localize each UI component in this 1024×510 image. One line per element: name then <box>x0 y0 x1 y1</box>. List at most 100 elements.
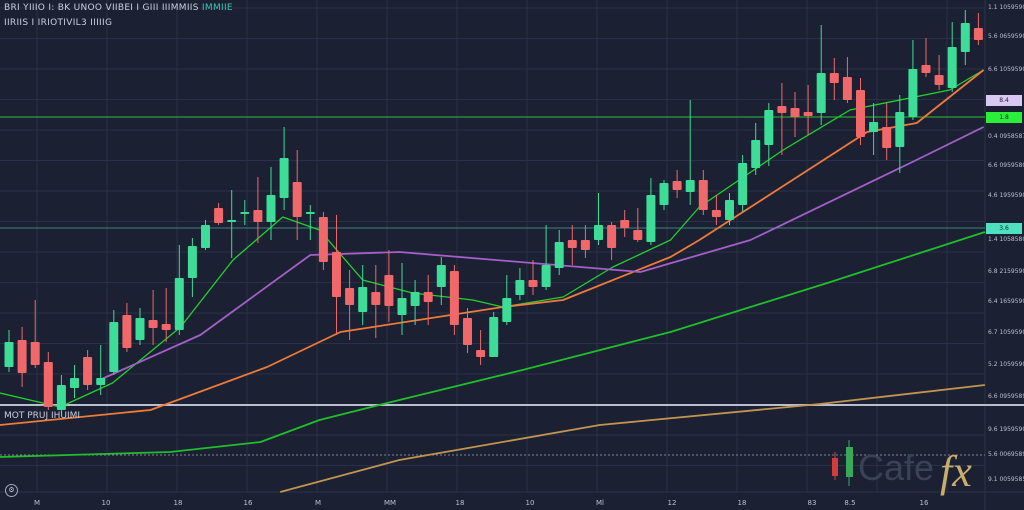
candle-down <box>292 182 302 217</box>
x-tick-label: 8.5 <box>844 499 856 507</box>
candle-up <box>869 122 879 132</box>
candle-down <box>633 230 643 240</box>
candle-down <box>842 77 852 100</box>
price-tag: 1.8 0959590 <box>986 112 1022 123</box>
candle-down <box>921 65 931 73</box>
candle-up <box>960 23 970 52</box>
y-tick-label: 6.7 1059590 <box>988 329 1024 336</box>
candle-up <box>410 292 420 306</box>
candle-up <box>751 140 761 168</box>
logo-text: Cafe <box>858 447 934 488</box>
candle-down <box>384 275 394 306</box>
candle-down <box>973 28 983 40</box>
candle-up <box>227 220 237 222</box>
candle-up <box>70 378 79 388</box>
candle-down <box>423 292 433 302</box>
candle-down <box>17 340 27 373</box>
y-tick-label: 6.4 1659590 <box>988 298 1024 305</box>
candle-up <box>305 212 315 214</box>
candle-down <box>580 240 590 250</box>
candle-up <box>594 225 603 240</box>
y-tick-label: 6.8 2159590 <box>988 268 1024 275</box>
candle-down <box>332 252 341 297</box>
x-tick-label: M <box>314 499 322 507</box>
x-tick-label: 16 <box>919 499 929 507</box>
price-tag: 3.6 0959590 <box>986 223 1022 234</box>
lower-pane-label: MOT PRUJ IHUIMI <box>4 411 81 421</box>
candle-up <box>187 246 197 278</box>
candle-up <box>96 378 106 385</box>
candle-down <box>83 357 93 385</box>
candle-up <box>358 287 368 312</box>
moving-average-line-5 <box>279 384 986 493</box>
candle-up <box>266 195 276 222</box>
candle-up <box>725 200 734 220</box>
chart-title: BRI YIIIO I: BK UNOO VIIBEI I GIII IIIMM… <box>4 3 233 13</box>
candle-up <box>109 322 119 372</box>
candle-up <box>502 298 512 322</box>
candle-down <box>214 208 224 223</box>
candle-down <box>528 280 538 287</box>
candle-down <box>318 217 328 262</box>
x-tick-label: 18 <box>455 499 465 507</box>
candle-up <box>489 317 499 357</box>
candle-down <box>790 108 800 117</box>
candle-up <box>646 195 656 242</box>
logo-fx: fx <box>940 447 972 496</box>
moving-average-line-3 <box>99 126 984 381</box>
y-tick-label: 0.4 0958587 <box>988 133 1024 140</box>
x-tick-label: 18 <box>173 499 183 507</box>
candle-up <box>908 69 918 117</box>
y-tick-label: 9.1 0059585 <box>988 476 1024 483</box>
candle-up <box>764 110 774 145</box>
candle-up <box>4 342 14 367</box>
y-tick-label: 5.2 1059590 <box>988 361 1024 368</box>
x-tick-label: M <box>33 499 41 507</box>
price-tag: 8.4 0959590 <box>986 95 1022 106</box>
candle-down <box>934 75 944 85</box>
candle-up <box>659 183 669 205</box>
candle-down <box>829 73 839 83</box>
candle-up <box>554 242 564 268</box>
x-tick-label: 83 <box>807 499 817 507</box>
candle-up <box>685 180 695 192</box>
candle-up <box>816 73 826 113</box>
y-tick-label: 9.6 1959590 <box>988 426 1024 433</box>
y-tick-label: 1.4 1058580 <box>988 236 1024 243</box>
candle-down <box>148 320 158 328</box>
candle-down <box>567 240 577 248</box>
candle-up <box>174 278 184 330</box>
candle-down <box>672 181 682 190</box>
candle-down <box>607 225 617 248</box>
candle-down <box>856 90 865 137</box>
candle-down <box>30 342 40 365</box>
candle-down <box>122 315 132 348</box>
candle-down <box>345 288 355 305</box>
candle-up <box>201 225 210 248</box>
candle-down <box>43 362 53 407</box>
candle-down <box>161 324 171 330</box>
candle-down <box>253 210 263 222</box>
candle-down <box>449 271 459 325</box>
y-tick-label: 5.6 0659590 <box>988 33 1024 40</box>
x-tick-label: 10 <box>101 499 111 507</box>
candle-down <box>620 220 630 228</box>
y-tick-label: 6.6 1059590 <box>988 66 1024 73</box>
candle-down <box>476 350 486 357</box>
candle-down <box>371 292 381 305</box>
candle-up <box>135 318 145 340</box>
x-tick-label: MM <box>383 499 397 507</box>
candle-up <box>947 47 957 88</box>
candle-up <box>895 112 905 147</box>
candle-down <box>711 210 721 217</box>
candle-down <box>463 318 472 345</box>
candle-up <box>436 265 446 287</box>
chart-subtitle: IIRIIS I IRIOTIVIL3 IIIIIG <box>4 18 113 28</box>
y-tick-label: 5.6 0069589 <box>988 451 1024 458</box>
y-tick-label: 4.6 1959590 <box>988 192 1024 199</box>
moving-average-line-4 <box>0 231 986 458</box>
candle-up <box>279 158 289 198</box>
settings-icon[interactable]: ⚙ <box>5 484 18 497</box>
x-tick-label: 12 <box>667 499 677 507</box>
